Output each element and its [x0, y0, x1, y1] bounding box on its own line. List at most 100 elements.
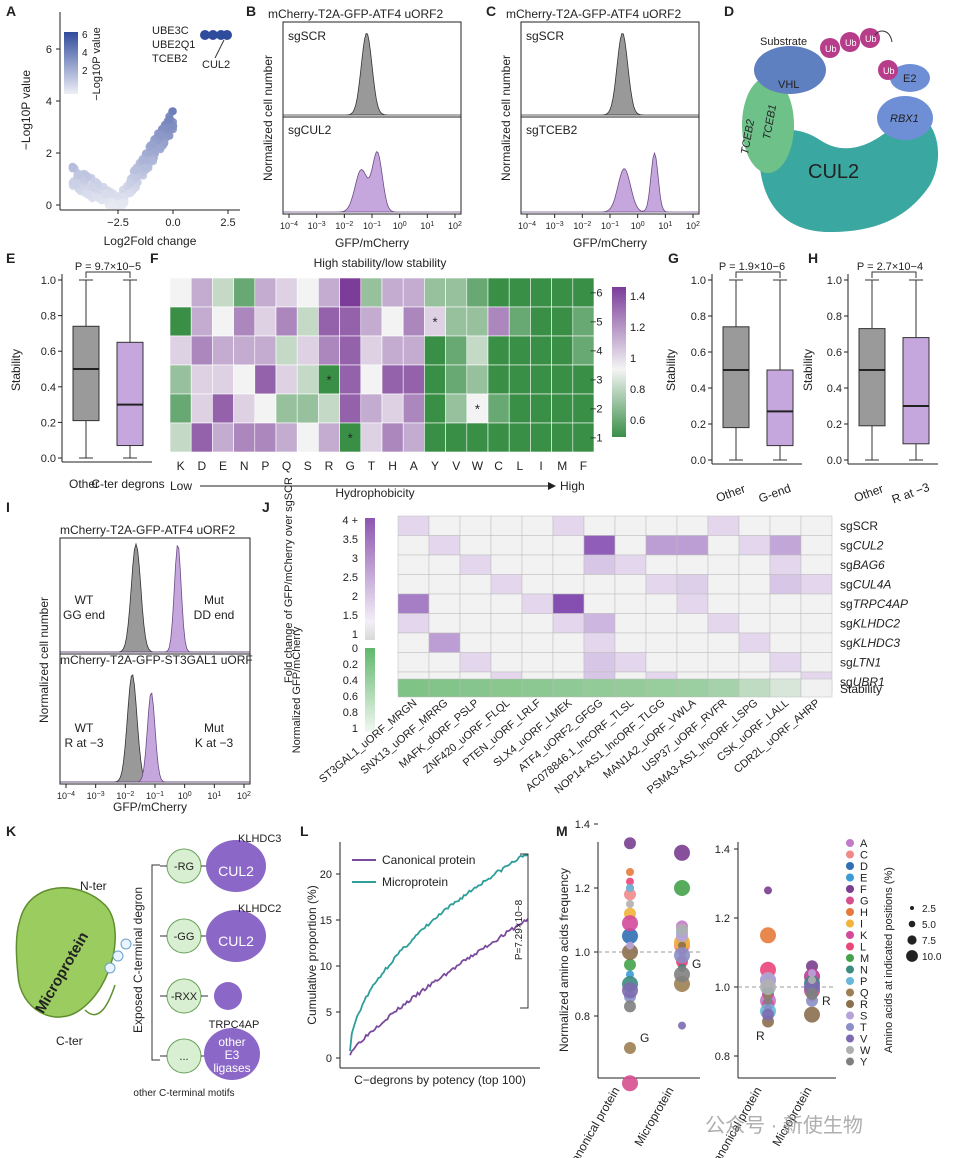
legend-label: H [860, 907, 868, 919]
p-value: P = 9.7×10−5 [75, 261, 141, 273]
tick-label: 6 [82, 30, 88, 41]
column-label: G [346, 459, 355, 473]
heat-cell [459, 554, 492, 575]
tick-label: 10−2 [116, 791, 134, 802]
tick-label: 2.5 [220, 217, 235, 229]
heat-cell [738, 574, 771, 595]
heat-cell [800, 613, 833, 634]
x-axis-label: Log2Fold change [104, 234, 197, 248]
legend-label: Q [860, 988, 869, 1000]
tick-label: 0.8 [827, 311, 842, 323]
heat-cell [676, 593, 709, 614]
heat-cell [212, 335, 234, 366]
y-axis-label: −Log10P value [19, 70, 33, 151]
heat-cell [551, 422, 574, 453]
aa-point [760, 979, 776, 995]
heat-cell [676, 535, 709, 556]
heat-cell [707, 613, 740, 634]
heat-cell [800, 535, 833, 556]
arrow [874, 30, 893, 43]
tick-label: 3.5 [343, 534, 358, 546]
e2-shape [890, 64, 930, 92]
ub-label: Ub [845, 38, 857, 48]
series-canonical [349, 918, 529, 1056]
colorbar-title: Fold change of GFP/mCherry over sgSCR [283, 477, 295, 683]
heat-cell [424, 364, 446, 395]
heat-cell [424, 393, 446, 424]
heat-cell [508, 277, 531, 308]
heat-cell [490, 574, 523, 595]
heat-cell [428, 652, 461, 673]
heat-cell [445, 335, 468, 366]
heat-cell [508, 306, 531, 337]
heat-cell [614, 632, 647, 653]
row-label: −4 [590, 346, 603, 358]
size-swatch [906, 950, 918, 962]
stability-cell [769, 678, 802, 698]
stability-cell [459, 678, 492, 698]
aa-points [622, 837, 820, 1092]
heat-cell [769, 554, 802, 575]
heat-cell [738, 613, 771, 634]
histogram [283, 32, 461, 116]
heat-cell [530, 393, 552, 424]
heat-cell [490, 515, 523, 536]
motif-label: ... [179, 1051, 188, 1063]
watermark: 公众号 · 新使生物 [705, 1114, 863, 1137]
ligase-blob [214, 982, 242, 1010]
heat-cell [769, 535, 802, 556]
rbx1-label: RBX1 [890, 113, 919, 125]
tick-label: 1.0 [575, 947, 590, 959]
heat-cell [339, 364, 362, 395]
legend-label: Y [860, 1057, 868, 1069]
tick-label: 15 [320, 915, 332, 927]
legend-label: P [860, 976, 867, 988]
heat-cell [233, 393, 256, 424]
point [149, 157, 158, 166]
heat-cell [645, 593, 678, 614]
panel-letter: E [6, 250, 15, 266]
ligase-label: E3 [225, 1048, 240, 1062]
heat-cell [530, 306, 552, 337]
heat-cell [487, 393, 510, 424]
tick-label: 1 [352, 629, 358, 641]
heat-cell [397, 632, 430, 653]
point [149, 140, 157, 149]
heat-cell [402, 364, 425, 395]
tick-label: 10−1 [601, 221, 619, 232]
panel-k: K Microprotein N-ter C-ter Exposed C-ter… [6, 823, 281, 1099]
aa-point [804, 1006, 820, 1023]
box [858, 328, 886, 427]
heat-cell [466, 306, 489, 337]
legend-label: N [860, 965, 868, 977]
aa-point [624, 888, 636, 901]
heat-cell [339, 306, 362, 337]
heat-cell [769, 632, 802, 653]
hit-point [208, 30, 218, 40]
label: DD end [194, 608, 235, 622]
hit-label: CUL2 [202, 59, 230, 71]
stability-cell [428, 678, 461, 698]
axis-low: Low [170, 479, 192, 493]
heat-cell [521, 593, 554, 614]
heat-cell [212, 393, 234, 424]
tick-label: 0.2 [343, 659, 358, 671]
category-label: G-end [757, 481, 793, 506]
legend-swatch [846, 1034, 854, 1043]
tick-label: 0.0 [41, 453, 56, 465]
legend-label: L [860, 942, 866, 954]
heat-cell [487, 364, 510, 395]
heat-cell [402, 306, 425, 337]
significance-star: * [326, 373, 331, 388]
heat-cell [381, 335, 404, 366]
heat-cell [614, 613, 647, 634]
cter-label: C-ter [56, 1034, 83, 1048]
box [722, 326, 750, 429]
column-label: F [580, 459, 587, 473]
row-label: −2 [590, 404, 603, 416]
heat-cell [552, 632, 585, 653]
heat-cell [381, 422, 404, 453]
legend-swatch [846, 1046, 854, 1054]
row-label: sgCUL2 [840, 539, 884, 553]
p-value: P=7.29×10−8 [514, 899, 525, 960]
